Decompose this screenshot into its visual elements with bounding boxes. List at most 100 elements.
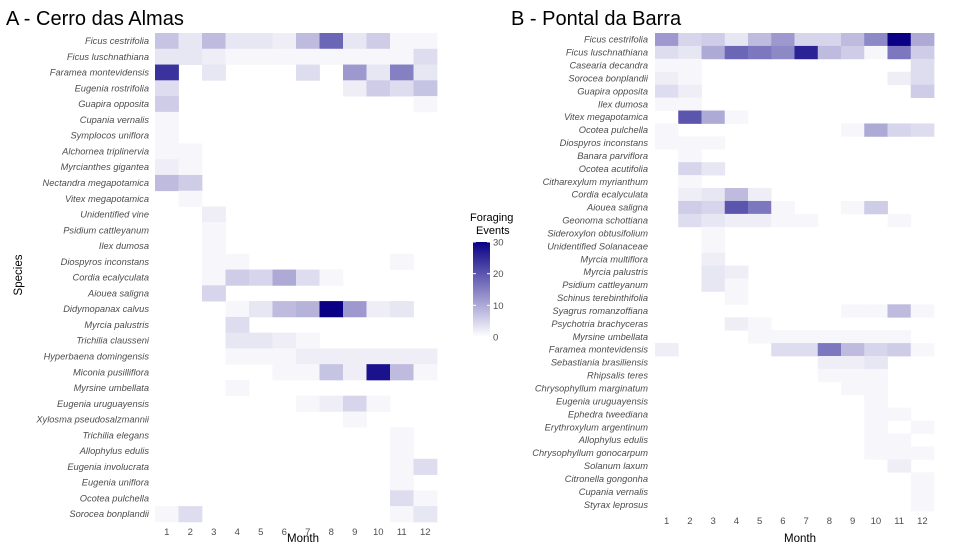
heatmap-cell xyxy=(413,48,438,65)
heatmap-cell xyxy=(272,33,297,50)
heatmap-cell xyxy=(771,200,795,215)
panel-b-x-axis-title: Month xyxy=(784,533,816,545)
species-label: Geonoma schottiana xyxy=(562,216,648,226)
heatmap-cell xyxy=(724,110,749,124)
heatmap-cell xyxy=(155,80,179,97)
heatmap-cell xyxy=(249,48,273,65)
heatmap-cell xyxy=(701,110,726,124)
month-tick-label: 11 xyxy=(397,527,407,538)
heatmap-cell xyxy=(655,136,679,150)
heatmap-cell xyxy=(910,472,935,486)
heatmap-cell xyxy=(724,317,749,331)
species-label: Allophylus edulis xyxy=(578,435,649,445)
heatmap-cell xyxy=(864,200,888,215)
heatmap-cell xyxy=(296,269,320,286)
heatmap-cell xyxy=(678,200,702,215)
heatmap-cell xyxy=(366,33,391,50)
heatmap-cell xyxy=(910,485,935,499)
heatmap-cell xyxy=(748,33,772,47)
heatmap-cell xyxy=(202,238,226,255)
month-tick-label: 4 xyxy=(235,527,240,538)
heatmap-cell xyxy=(678,71,702,86)
panel-a-x-axis-title: Month xyxy=(287,533,319,545)
heatmap-cell xyxy=(817,33,842,47)
panel-a-species-labels: Ficus cestrifolia Ficus luschnathiana Fara… xyxy=(35,36,150,519)
heatmap-cell xyxy=(841,45,865,60)
month-tick-label: 12 xyxy=(420,527,431,538)
heatmap-cell xyxy=(678,97,702,111)
heatmap-cell xyxy=(701,213,726,228)
heatmap-cell xyxy=(864,33,888,47)
heatmap-cell xyxy=(390,301,414,318)
month-tick-label: 1 xyxy=(664,516,669,527)
heatmap-cell xyxy=(910,343,935,357)
species-label: Ilex dumosa xyxy=(598,99,648,109)
species-label: Faramea montevidensis xyxy=(50,68,150,78)
species-label: Casearia decandra xyxy=(569,61,648,71)
species-label: Rhipsalis teres xyxy=(587,371,648,381)
heatmap-cell xyxy=(296,364,320,381)
heatmap-cell xyxy=(202,33,226,50)
heatmap-cell xyxy=(296,395,320,412)
heatmap-cell xyxy=(155,506,179,523)
month-tick-label: 5 xyxy=(757,516,762,527)
species-label: Xylosma pseudosalzmannii xyxy=(35,415,150,425)
heatmap-cell xyxy=(343,301,367,318)
heatmap-cell xyxy=(887,446,912,460)
heatmap-cell xyxy=(841,304,865,318)
month-tick-label: 2 xyxy=(687,516,692,527)
heatmap-cell xyxy=(178,48,203,65)
heatmap-cell xyxy=(724,265,749,279)
panel-a-y-axis-title: Species xyxy=(13,254,25,295)
legend-title-line2: Events xyxy=(476,225,510,237)
species-label: Faramea montevidensis xyxy=(549,345,649,355)
heatmap-cell xyxy=(155,174,179,192)
heatmap-cell xyxy=(390,490,414,507)
species-label: Cordia ecalyculata xyxy=(572,190,648,200)
heatmap-cell xyxy=(701,200,726,215)
species-label: Nectandra megapotamica xyxy=(43,178,149,188)
heatmap-cell xyxy=(771,213,795,228)
heatmap-cell xyxy=(202,253,226,270)
species-label: Ficus luschnathiana xyxy=(566,48,648,58)
species-label: Citharexylum myrianthum xyxy=(543,177,649,187)
heatmap-cell xyxy=(413,64,438,81)
heatmap-cell xyxy=(910,123,935,137)
heatmap-cell xyxy=(841,343,865,357)
heatmap-cell xyxy=(887,33,912,47)
species-label: Allophylus edulis xyxy=(79,446,150,456)
legend-title-line1: Foraging xyxy=(470,212,513,224)
species-label: Vitex megapotamica xyxy=(65,194,149,204)
heatmap-cell xyxy=(910,84,935,98)
heatmap-cell xyxy=(296,33,320,50)
species-label: Guapira opposita xyxy=(78,99,149,109)
panel-b-species-labels: Ficus cestrifolia Ficus luschnathiana Case… xyxy=(532,35,649,510)
species-label: Cupania vernalis xyxy=(579,487,649,497)
panel-a-month-ticks: 1 2 3 4 5 6 7 8 9 10 11 12 xyxy=(164,527,430,538)
month-tick-label: 3 xyxy=(211,527,216,538)
species-label: Myrcianthes gigantea xyxy=(61,162,149,172)
legend-tick-label: 0 xyxy=(493,333,498,344)
legend-tick-label: 30 xyxy=(493,238,504,249)
heatmap-cell xyxy=(319,364,344,381)
heatmap-cell xyxy=(319,348,344,365)
heatmap-cell xyxy=(887,71,912,86)
heatmap-cell xyxy=(343,80,367,97)
heatmap-cell xyxy=(794,33,819,47)
month-tick-label: 12 xyxy=(917,516,928,527)
heatmap-cell xyxy=(701,188,726,202)
heatmap-cell xyxy=(841,200,865,215)
heatmap-cell xyxy=(343,411,367,428)
heatmap-cell xyxy=(701,239,726,254)
heatmap-cell xyxy=(390,348,414,365)
heatmap-cell xyxy=(413,80,438,97)
heatmap-cell xyxy=(864,420,888,434)
heatmap-cell xyxy=(655,71,679,86)
species-label: Diospyros inconstans xyxy=(61,257,150,267)
month-tick-label: 9 xyxy=(352,527,357,538)
heatmap-cell xyxy=(655,58,679,73)
heatmap-cell xyxy=(817,368,842,383)
heatmap-cell xyxy=(249,348,273,365)
heatmap-cell xyxy=(178,143,203,160)
heatmap-cell xyxy=(249,269,273,286)
